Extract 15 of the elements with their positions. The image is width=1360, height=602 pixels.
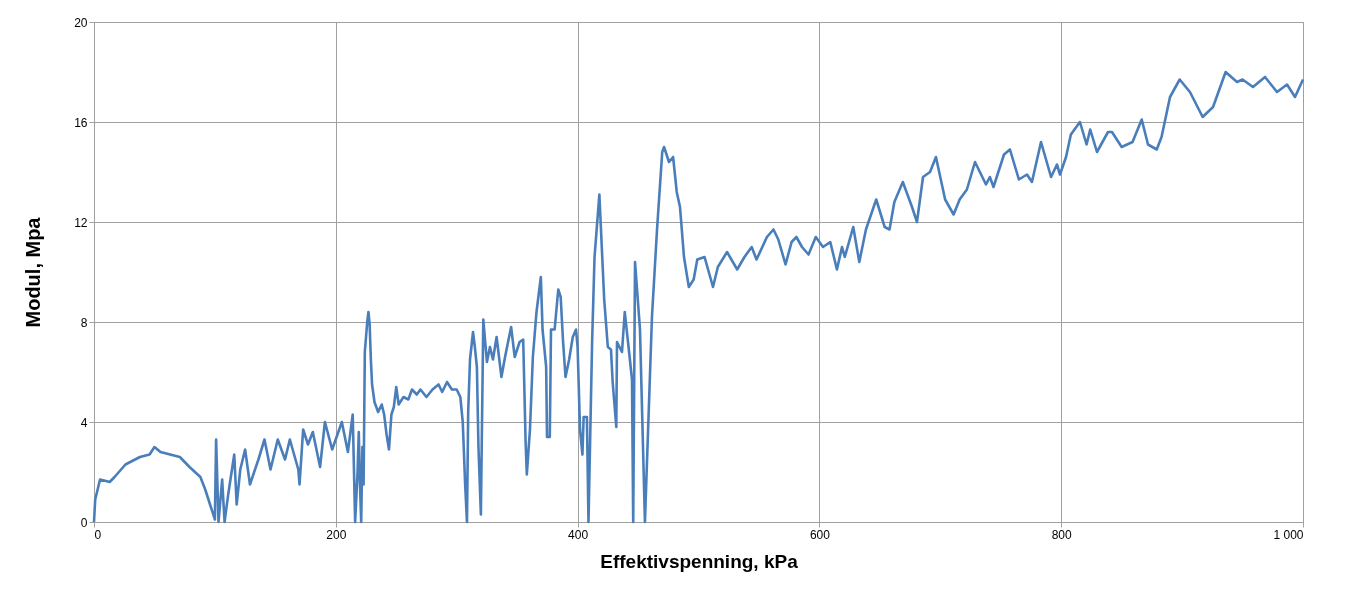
y-tick-label: 12 <box>74 215 88 230</box>
y-axis-title: Modul, Mpa <box>22 216 45 328</box>
x-tick-label: 600 <box>809 527 831 542</box>
x-axis-title: Effektivspenning, kPa <box>600 550 799 572</box>
y-tick-label: 0 <box>80 515 88 530</box>
y-tick-label: 20 <box>74 15 88 30</box>
line-series <box>92 70 1305 524</box>
x-tick-label: 800 <box>1051 527 1073 542</box>
y-tick-label: 8 <box>80 315 88 330</box>
x-tick-label: 200 <box>326 527 347 542</box>
x-tick-label: 0 <box>94 527 102 542</box>
y-tick-label: 16 <box>74 115 88 130</box>
y-tick-label: 4 <box>80 415 88 430</box>
x-tick-label: 1 000 <box>1273 527 1304 542</box>
x-tick-label: 400 <box>568 527 589 542</box>
